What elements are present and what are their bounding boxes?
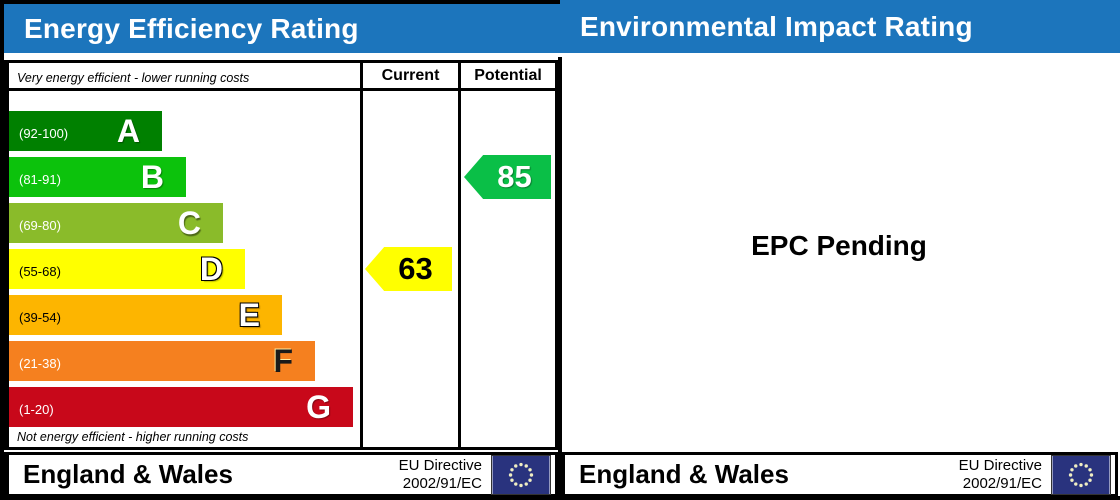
- band-d-letter: D: [199, 251, 223, 287]
- right-footer: England & Wales EU Directive 2002/91/EC: [562, 452, 1118, 497]
- band-c-letter: C: [177, 205, 201, 241]
- band-f-letter: F: [273, 343, 293, 379]
- panel-divider: [558, 57, 562, 500]
- band-d: (55-68) D: [9, 249, 245, 289]
- current-rating-pointer: 63: [365, 247, 452, 291]
- current-column-header: Current: [381, 66, 440, 84]
- bottom-frame-line: [0, 496, 1120, 500]
- energy-rating-table: Current Potential Very energy efficient …: [4, 60, 558, 450]
- band-a: (92-100) A: [9, 111, 162, 151]
- band-d-range: (55-68): [19, 263, 61, 279]
- left-frame-line: [0, 0, 4, 500]
- eu-flag-icon: [1051, 454, 1111, 495]
- efficient-note: Very energy efficient - lower running co…: [17, 71, 250, 85]
- band-g-letter: G: [306, 389, 331, 425]
- column-divider: [360, 63, 363, 447]
- eu-directive-label: EU Directive 2002/91/EC: [399, 457, 482, 493]
- top-frame-line: [0, 0, 560, 4]
- band-c-range: (69-80): [19, 217, 61, 233]
- column-divider: [458, 63, 461, 447]
- epc-pending-status: EPC Pending: [751, 230, 927, 261]
- band-b-letter: B: [140, 159, 164, 195]
- potential-column-header: Potential: [474, 66, 542, 84]
- left-footer: England & Wales EU Directive 2002/91/EC: [4, 452, 558, 497]
- band-g: (1-20) G: [9, 387, 353, 427]
- eu-directive-label: EU Directive 2002/91/EC: [959, 457, 1042, 493]
- band-c: (69-80) C: [9, 203, 223, 243]
- band-e-letter: E: [238, 297, 260, 333]
- band-a-range: (92-100): [19, 125, 69, 141]
- inefficient-note: Not energy efficient - higher running co…: [17, 430, 249, 444]
- band-f-range: (21-38): [19, 355, 61, 371]
- energy-efficiency-title: Energy Efficiency Rating: [4, 4, 560, 53]
- band-a-letter: A: [116, 113, 140, 149]
- region-label: England & Wales: [23, 459, 233, 489]
- eu-directive-line1: EU Directive: [398, 456, 482, 474]
- band-g-range: (1-20): [19, 401, 54, 417]
- potential-rating-pointer: 85: [464, 155, 551, 199]
- region-label: England & Wales: [579, 459, 789, 489]
- eu-flag-icon: [491, 454, 551, 495]
- band-b: (81-91) B: [9, 157, 186, 197]
- header-divider: [9, 88, 555, 91]
- band-f: (21-38) F: [9, 341, 315, 381]
- eu-directive-line1: EU Directive: [958, 456, 1042, 474]
- eu-directive-line2: 2002/91/EC: [962, 474, 1042, 492]
- band-e-range: (39-54): [19, 309, 61, 325]
- band-e: (39-54) E: [9, 295, 282, 335]
- environmental-impact-title: Environmental Impact Rating: [560, 0, 1120, 53]
- eu-directive-line2: 2002/91/EC: [402, 474, 482, 492]
- band-b-range: (81-91): [19, 171, 61, 187]
